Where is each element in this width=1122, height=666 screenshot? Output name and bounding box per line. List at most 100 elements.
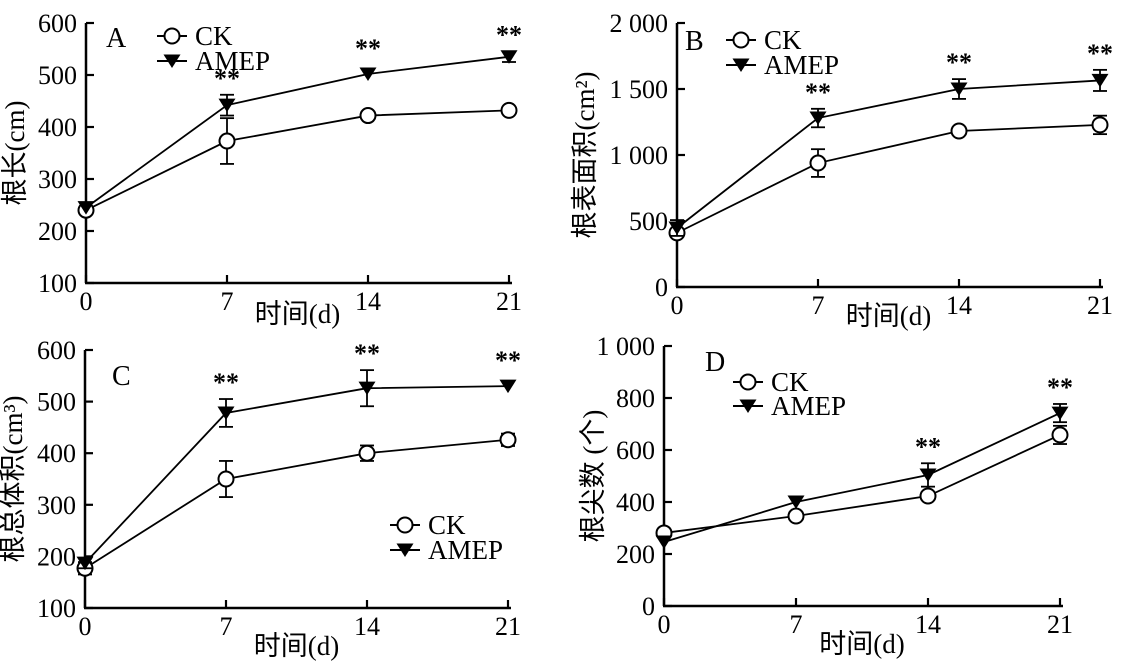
significance-marker: **: [213, 368, 239, 397]
marker-AMEP: [919, 468, 937, 482]
legend-label-AMEP: AMEP: [771, 391, 846, 421]
marker-AMEP: [359, 67, 377, 81]
panel-letter: A: [106, 23, 127, 54]
panel-B-chart: 0 500 1 000 1 500 2 000 0 7 14 21 根表面积(cm²) 时间(d) B…: [570, 9, 1113, 331]
y-tick-label: 200: [37, 542, 76, 571]
x-tick-label: 7: [220, 612, 233, 641]
y-tick-label: 1 000: [610, 141, 669, 170]
y-tick-label: 200: [616, 540, 655, 569]
x-axis-label: 时间(d): [254, 631, 339, 661]
marker-CK: [919, 487, 937, 505]
y-tick-label: 600: [37, 336, 76, 365]
x-tick-label: 0: [80, 287, 93, 316]
series-line-AMEP: [84, 385, 509, 564]
marker-CK: [500, 101, 518, 119]
legend-marker-AMEP: [739, 399, 757, 413]
significance-marker: **: [496, 21, 522, 50]
significance-marker: **: [354, 339, 380, 368]
y-tick-label: 1 000: [597, 333, 656, 361]
marker-CK: [359, 107, 377, 125]
panel-D: 0 200 400 600 800 1 000 0 7 14 21 根尖数 (个) 时间(d) D ** *…: [561, 333, 1122, 666]
legend-label-CK: CK: [195, 21, 233, 51]
marker-AMEP: [1051, 406, 1069, 421]
x-axis-label: 时间(d): [819, 629, 904, 659]
legend-marker-CK: [163, 27, 181, 45]
legend-marker-AMEP: [163, 54, 181, 68]
marker-AMEP: [76, 556, 94, 571]
marker-CK: [1091, 116, 1109, 134]
marker-AMEP: [77, 201, 95, 215]
marker-CK: [809, 154, 827, 172]
x-tick-label: 7: [790, 610, 803, 639]
x-tick-label: 14: [355, 287, 381, 316]
panel-C-chart: 100 200 300 400 500 600 0 7 14 21 根总体积(cm³) 时间(d) C *…: [0, 336, 521, 661]
significance-marker: **: [805, 78, 831, 107]
x-tick-label: 21: [1047, 610, 1073, 639]
series-line-AMEP: [85, 55, 510, 209]
marker-AMEP: [809, 111, 827, 126]
y-tick-label: 500: [37, 388, 76, 417]
marker-AMEP: [358, 381, 376, 396]
y-axis-label: 根尖数 (个): [578, 410, 608, 543]
panel-letter: D: [705, 347, 725, 378]
y-tick-label: 400: [38, 113, 77, 142]
y-tick-label: 300: [38, 165, 77, 194]
panel-B: 0 500 1 000 1 500 2 000 0 7 14 21 根表面积(cm²) 时间(d) B…: [561, 0, 1122, 333]
significance-marker: **: [214, 64, 240, 93]
x-tick-label: 7: [221, 287, 234, 316]
legend-label-AMEP: AMEP: [764, 50, 839, 80]
significance-marker: **: [1047, 373, 1073, 402]
significance-marker: **: [355, 34, 381, 63]
series-line-AMEP: [663, 412, 1061, 543]
significance-marker: **: [495, 346, 521, 375]
legend-marker-CK: [396, 516, 414, 534]
panel-C: 100 200 300 400 500 600 0 7 14 21 根总体积(cm³) 时间(d) C *…: [0, 333, 561, 666]
y-axis-label: 根表面积(cm²): [570, 71, 600, 238]
legend-label-AMEP: AMEP: [195, 46, 270, 76]
y-tick-label: 100: [38, 269, 77, 298]
significance-marker: **: [946, 48, 972, 77]
y-tick-label: 500: [629, 207, 668, 236]
series-line-CK: [663, 434, 1061, 534]
panel-D-chart: 0 200 400 600 800 1 000 0 7 14 21 根尖数 (个) 时间(d) D ** *…: [578, 333, 1073, 659]
marker-CK: [787, 507, 805, 525]
marker-CK: [950, 122, 968, 140]
y-tick-label: 500: [38, 61, 77, 90]
x-tick-label: 21: [496, 287, 522, 316]
y-tick-label: 0: [642, 592, 655, 621]
panel-A: 100 200 300 400 500 600 0 7 14 21 根长(cm) 时间(d) A ** **…: [0, 0, 561, 333]
panel-letter: C: [112, 361, 131, 392]
marker-AMEP: [950, 82, 968, 96]
legend-label-CK: CK: [764, 25, 802, 55]
y-tick-label: 300: [37, 491, 76, 520]
x-tick-label: 7: [812, 291, 825, 320]
marker-AMEP: [500, 50, 518, 64]
y-tick-label: 0: [655, 273, 668, 302]
legend-label-AMEP: AMEP: [428, 535, 503, 565]
marker-AMEP: [655, 535, 673, 550]
y-tick-label: 100: [37, 594, 76, 623]
legend-marker-CK: [732, 31, 750, 49]
x-tick-label: 14: [354, 612, 380, 641]
legend-label-CK: CK: [771, 367, 809, 397]
marker-CK: [217, 470, 235, 488]
significance-marker: **: [915, 432, 941, 461]
series-line-CK: [676, 124, 1101, 234]
x-axis-label: 时间(d): [255, 299, 340, 329]
legend-marker-AMEP: [732, 58, 750, 72]
y-tick-label: 1 500: [610, 75, 669, 104]
x-tick-label: 14: [946, 291, 972, 320]
x-tick-label: 21: [1087, 291, 1113, 320]
x-tick-label: 21: [495, 612, 521, 641]
series-line-AMEP: [676, 79, 1101, 229]
legend-marker-AMEP: [396, 543, 414, 557]
marker-CK: [499, 431, 517, 449]
marker-AMEP: [218, 98, 236, 113]
y-tick-label: 600: [38, 9, 77, 38]
marker-AMEP: [668, 221, 686, 235]
